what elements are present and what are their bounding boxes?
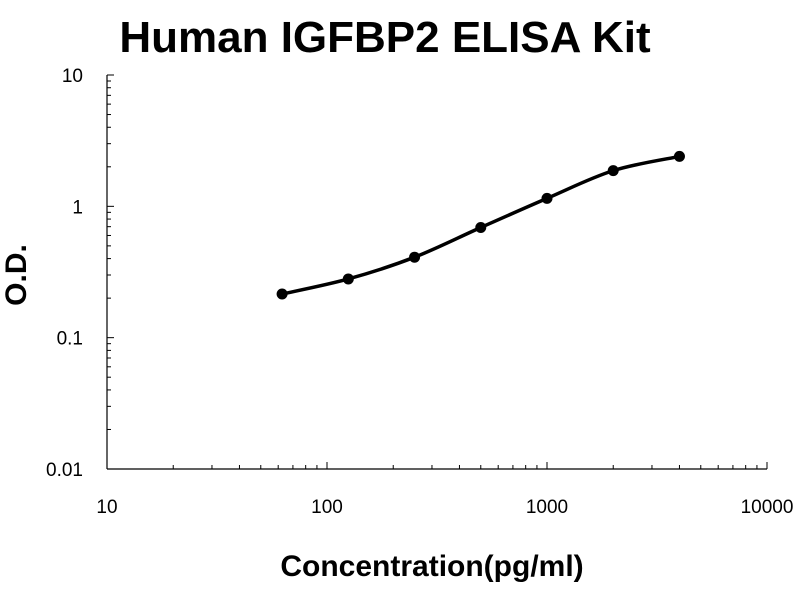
y-tick-label: 0.1 <box>57 329 83 350</box>
data-point <box>541 192 553 204</box>
y-tick-label: 10 <box>62 66 83 87</box>
data-point <box>607 165 619 177</box>
x-axis-title: Concentration(pg/ml) <box>280 550 583 583</box>
data-point <box>409 251 421 263</box>
data-point <box>342 273 354 285</box>
x-tick-label: 1000 <box>526 497 568 518</box>
y-tick-label: 1 <box>72 197 83 218</box>
x-tick-label: 10000 <box>741 497 794 518</box>
plot-area: 0.01 0.1 1 10 10 100 1000 10000 <box>46 66 793 518</box>
chart-title: Human IGFBP2 ELISA Kit <box>119 13 651 62</box>
data-point <box>673 150 685 162</box>
data-point <box>475 221 487 233</box>
data-point <box>276 288 288 300</box>
y-tick-label: 0.01 <box>46 460 83 481</box>
x-tick-label: 100 <box>311 497 343 518</box>
x-tick-label: 10 <box>96 497 117 518</box>
y-axis-title: O.D. <box>0 244 33 306</box>
